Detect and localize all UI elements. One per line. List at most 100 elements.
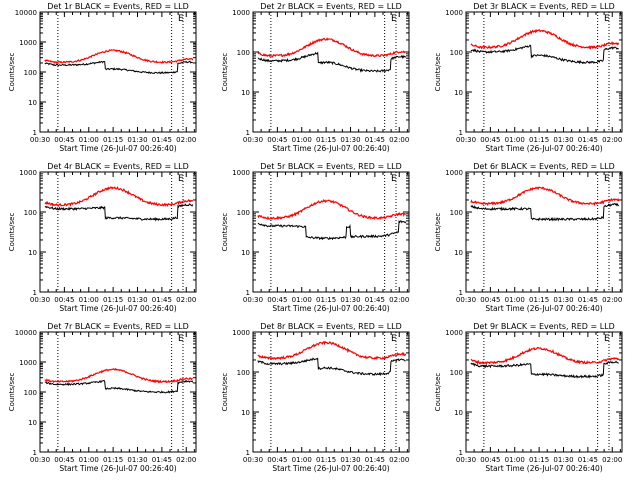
plot-frame — [465, 171, 623, 293]
y-tick-label: 100 — [450, 209, 463, 217]
y-tick-label: 1 — [246, 289, 250, 297]
chart-panel-5: Det 5r BLACK = Events, RED = LLD 1 10 100 10… — [221, 162, 410, 313]
x-tick-label: 00:45 — [267, 296, 287, 304]
x-tick-label: 01:15 — [103, 136, 123, 144]
x-tick-label: 01:30 — [127, 456, 147, 464]
plot-frame — [252, 331, 410, 453]
series-events-line — [257, 357, 406, 377]
x-tick-label: 00:30 — [456, 456, 476, 464]
y-axis-label: Counts/sec — [8, 373, 16, 412]
x-tick-label: 01:30 — [553, 136, 573, 144]
x-tick-label: 02:00 — [176, 136, 196, 144]
x-axis-label: Start Time (26-Jul-07 00:26:40) — [59, 464, 176, 473]
x-tick-label: 01:15 — [316, 456, 336, 464]
y-tick-label: 100 — [237, 209, 250, 217]
y-axis-label: Counts/sec — [434, 213, 442, 252]
chart-title: Det 3r BLACK = Events, RED = LLD — [473, 2, 615, 11]
plot-frame — [39, 11, 197, 133]
legend-glyph: E — [391, 14, 397, 24]
x-tick-label: 01:30 — [340, 136, 360, 144]
y-tick-label: 10 — [28, 99, 37, 107]
y-tick-label: 10 — [454, 249, 463, 257]
x-tick-label: 01:45 — [152, 136, 172, 144]
y-tick-label: 10000 — [15, 9, 37, 17]
x-tick-label: 00:45 — [54, 136, 74, 144]
x-tick-label: 00:30 — [456, 296, 476, 304]
y-tick-label: 1 — [459, 129, 463, 137]
x-tick-label: 01:45 — [578, 136, 598, 144]
x-tick-label: 01:00 — [79, 296, 99, 304]
y-tick-label: 100 — [24, 69, 37, 77]
x-tick-label: 00:30 — [243, 296, 263, 304]
x-tick-label: 00:30 — [456, 136, 476, 144]
y-tick-label: 1000 — [445, 9, 463, 17]
y-tick-label: 1 — [33, 289, 37, 297]
x-tick-label: 02:00 — [176, 296, 196, 304]
x-tick-label: 01:15 — [316, 136, 336, 144]
y-tick-label: 10 — [28, 249, 37, 257]
series-events-line — [44, 60, 194, 75]
x-tick-label: 01:45 — [365, 136, 385, 144]
y-tick-label: 100 — [450, 49, 463, 57]
chart-title: Det 6r BLACK = Events, RED = LLD — [473, 162, 615, 171]
x-tick-label: 00:45 — [267, 136, 287, 144]
x-tick-label: 01:45 — [152, 456, 172, 464]
x-axis-label: Start Time (26-Jul-07 00:26:40) — [272, 464, 389, 473]
chart-panel-1: Det 1r BLACK = Events, RED = LLD 1 10 100 10… — [8, 2, 197, 153]
plot-frame — [252, 171, 410, 293]
x-tick-label: 01:45 — [365, 296, 385, 304]
y-tick-label: 1 — [459, 449, 463, 457]
plot-frame — [39, 171, 197, 293]
x-tick-label: 01:45 — [578, 456, 598, 464]
x-tick-label: 01:30 — [340, 296, 360, 304]
x-tick-label: 01:15 — [529, 296, 549, 304]
x-axis-label: Start Time (26-Jul-07 00:26:40) — [272, 304, 389, 313]
chart-title: Det 7r BLACK = Events, RED = LLD — [47, 322, 189, 331]
x-tick-label: 01:45 — [578, 296, 598, 304]
legend-glyph: E — [178, 174, 184, 184]
series-lld-line — [257, 198, 407, 221]
plot-frame — [465, 11, 623, 133]
y-tick-label: 100 — [24, 209, 37, 217]
y-tick-label: 1000 — [19, 169, 37, 177]
x-axis-label: Start Time (26-Jul-07 00:26:40) — [485, 304, 602, 313]
series-events-line — [470, 360, 619, 379]
x-tick-label: 01:45 — [365, 456, 385, 464]
y-axis-label: Counts/sec — [434, 373, 442, 412]
y-tick-label: 1000 — [232, 9, 250, 17]
y-tick-label: 10 — [28, 419, 37, 427]
x-tick-label: 01:00 — [505, 136, 525, 144]
x-tick-label: 01:00 — [292, 456, 312, 464]
x-tick-label: 01:15 — [529, 456, 549, 464]
y-tick-label: 1 — [246, 129, 250, 137]
x-axis-label: Start Time (26-Jul-07 00:26:40) — [59, 304, 176, 313]
chart-panel-8: Det 8r BLACK = Events, RED = LLD 1 10 100 10… — [221, 322, 410, 473]
chart-title: Det 1r BLACK = Events, RED = LLD — [47, 2, 189, 11]
x-tick-label: 01:30 — [127, 136, 147, 144]
y-tick-label: 1000 — [19, 39, 37, 47]
x-tick-label: 01:30 — [553, 296, 573, 304]
x-axis-label: Start Time (26-Jul-07 00:26:40) — [272, 144, 389, 153]
series-events-line — [257, 219, 407, 241]
y-tick-label: 1000 — [445, 169, 463, 177]
series-lld-line — [470, 28, 620, 50]
legend-glyph: E — [178, 334, 184, 344]
series-lld-line — [470, 346, 620, 366]
y-tick-label: 10 — [454, 89, 463, 97]
y-tick-label: 10 — [241, 409, 250, 417]
legend-glyph: E — [604, 334, 610, 344]
x-tick-label: 00:45 — [267, 456, 287, 464]
chart-panel-3: Det 3r BLACK = Events, RED = LLD 1 10 100 10… — [434, 2, 623, 153]
series-events-line — [257, 51, 407, 73]
y-tick-label: 10 — [241, 249, 250, 257]
y-tick-label: 1 — [33, 449, 37, 457]
chart-title: Det 2r BLACK = Events, RED = LLD — [260, 2, 402, 11]
y-tick-label: 100 — [450, 369, 463, 377]
x-tick-label: 01:00 — [79, 136, 99, 144]
y-tick-label: 100 — [237, 49, 250, 57]
y-tick-label: 1000 — [232, 169, 250, 177]
series-events-line — [44, 379, 194, 394]
series-events-line — [470, 44, 619, 65]
chart-title: Det 4r BLACK = Events, RED = LLD — [47, 162, 189, 171]
x-tick-label: 01:15 — [103, 456, 123, 464]
